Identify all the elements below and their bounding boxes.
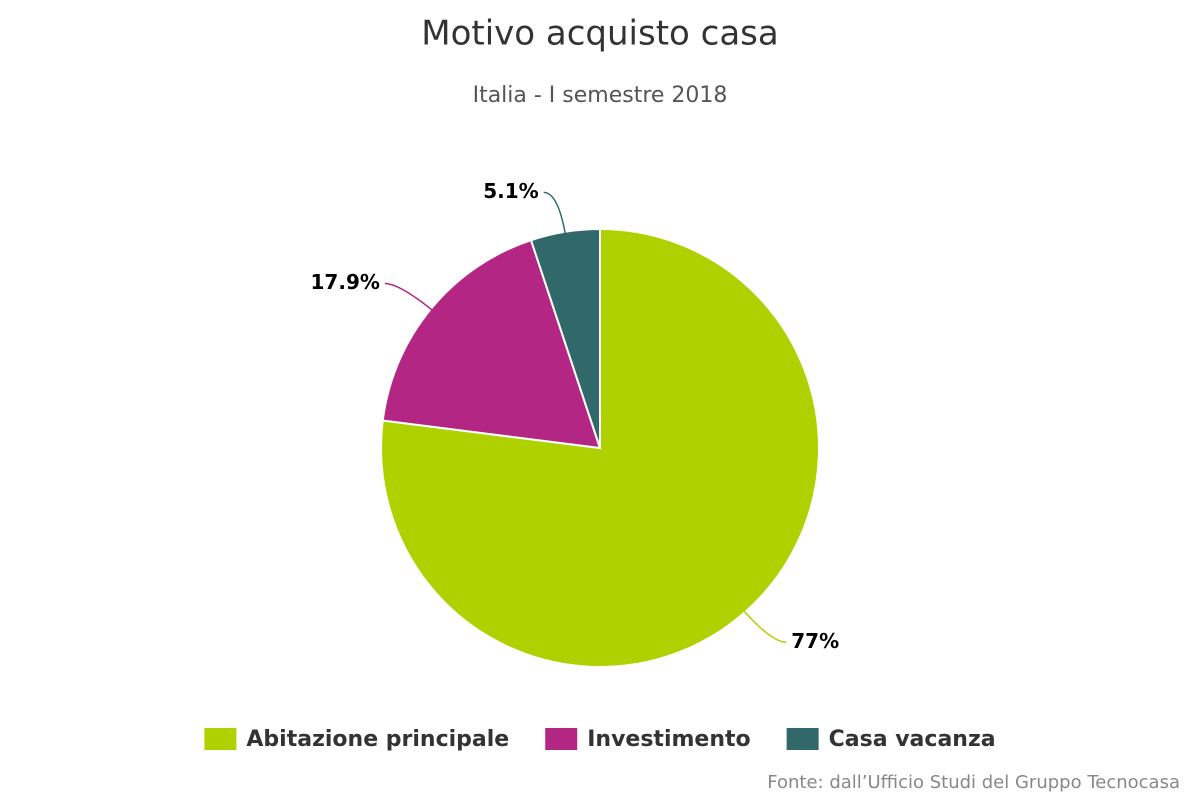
data-label: 17.9% — [311, 270, 380, 294]
legend-marker — [204, 728, 237, 750]
data-label: 77% — [791, 629, 839, 653]
chart-title: Motivo acquisto casa — [421, 14, 778, 54]
credits: Fonte: dall’Ufficio Studi del Gruppo Tec… — [767, 772, 1180, 793]
connector — [384, 282, 438, 315]
connector — [738, 605, 787, 644]
connector — [543, 191, 568, 240]
legend-marker — [545, 728, 578, 750]
data-label: 5.1% — [483, 179, 538, 203]
legend-label: Investimento — [587, 727, 750, 752]
legend-label: Casa vacanza — [829, 727, 996, 752]
legend-label: Abitazione principale — [246, 727, 509, 752]
chart-subtitle: Italia - I semestre 2018 — [473, 83, 728, 108]
legend-marker — [786, 728, 819, 750]
